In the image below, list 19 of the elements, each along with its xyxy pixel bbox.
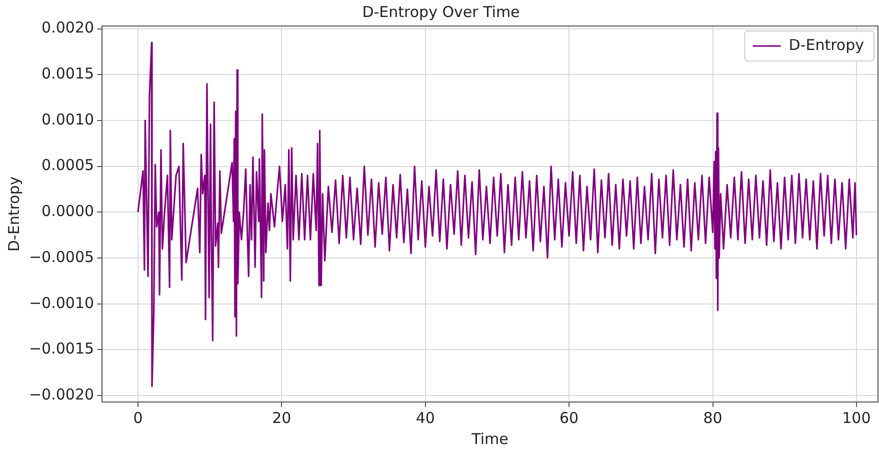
y-tick-label: 0.0020 bbox=[42, 18, 94, 37]
y-tick-label: −0.0015 bbox=[28, 340, 94, 358]
x-tick-label: 80 bbox=[703, 408, 722, 427]
x-tick-label: 20 bbox=[272, 408, 292, 427]
x-tick-label: 0 bbox=[133, 408, 143, 427]
y-tick-label: −0.0005 bbox=[28, 248, 94, 266]
y-tick-label: −0.0010 bbox=[28, 294, 94, 312]
y-axis-title: D-Entropy bbox=[4, 176, 23, 252]
legend-label: D-Entropy bbox=[788, 36, 864, 54]
chart-title: D-Entropy Over Time bbox=[362, 2, 520, 21]
y-tick-label: 0.0005 bbox=[42, 156, 94, 174]
y-tick-label: 0.0010 bbox=[42, 110, 94, 128]
y-tick-label: 0.0000 bbox=[42, 202, 94, 220]
y-tick-label: −0.0020 bbox=[28, 385, 94, 404]
y-tick-label: 0.0015 bbox=[42, 64, 94, 82]
x-tick-label: 100 bbox=[842, 408, 871, 427]
x-axis-title: Time bbox=[470, 430, 508, 448]
x-tick-label: 60 bbox=[560, 408, 579, 427]
x-tick-label: 40 bbox=[416, 408, 435, 427]
